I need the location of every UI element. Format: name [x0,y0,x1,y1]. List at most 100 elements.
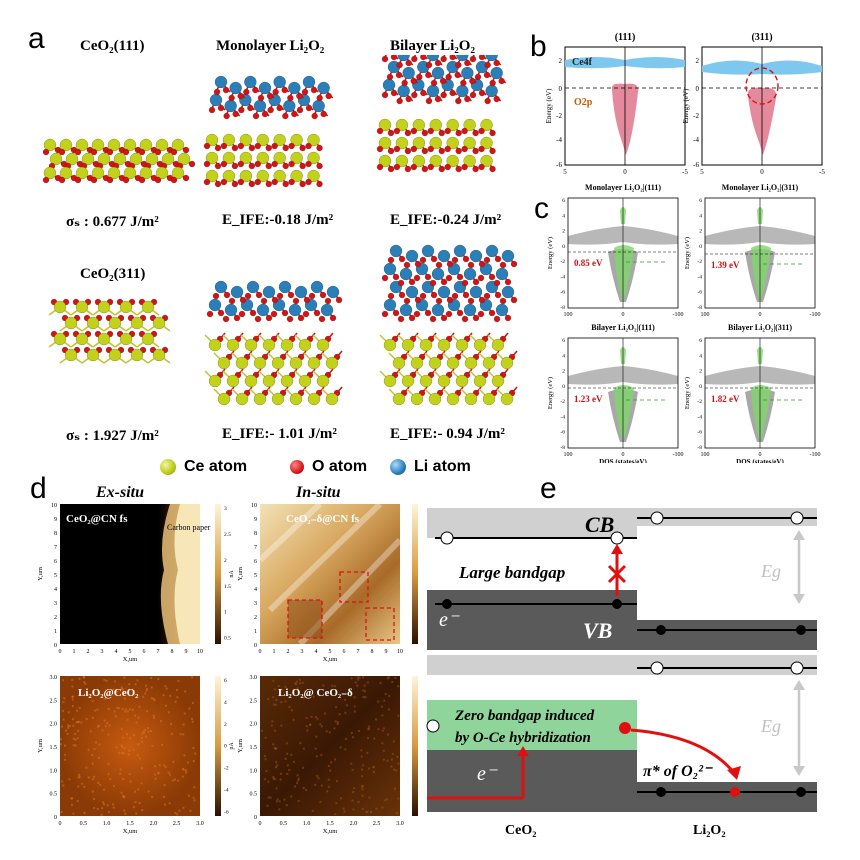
ce-atom [480,118,493,132]
li-atom [397,55,410,62]
afm-ytick: 1.5 [250,745,258,751]
li2o2-bottom-label: Li₂O₂ [693,823,726,838]
o-atom [461,315,469,323]
ce-atom [59,138,73,152]
o-atom [461,145,468,153]
c-ytick: 4 [562,353,565,359]
afm-xtick: 2 [87,649,90,655]
c-ytick: 6 [699,198,702,204]
o-atom [301,88,309,96]
o-atom [254,178,262,186]
c-xtick: 0 [622,452,625,458]
li-atom [382,78,396,92]
ce-atom [155,166,169,180]
afm-ytick: 8 [254,531,257,537]
o-atom [281,309,289,317]
o-atom [249,309,257,317]
li-atom [426,55,440,62]
zero-gap-line2: by O-Ce hybridization [455,730,591,746]
ce-atom [298,374,312,388]
c-ytick: 0 [699,384,702,390]
o-atom [424,273,432,281]
o-atom [42,148,50,156]
afm-axes-2: 012345678910109876543210X,umY,um38.53837… [237,503,403,663]
o-atom [74,176,82,184]
o-atom [122,176,130,184]
afm-xtick: 0 [59,649,62,655]
o-atom [483,292,491,300]
o-atom [387,256,395,264]
o-atom [276,292,284,300]
c-xtick: -100 [810,452,821,458]
afm-ylabel: Y,um [237,567,244,581]
ce-atom [307,133,320,147]
b1-ytick: -2 [556,112,562,120]
o-atom [396,97,403,105]
li-atom [463,303,477,317]
ce-atom [161,152,175,166]
o-atom [288,160,295,168]
ce-atom [141,332,155,346]
ce-atom [463,136,476,150]
li-atom [469,249,483,263]
o-atom [282,144,289,152]
ce-atom [455,374,469,388]
c-ylabel: Energy (eV) [684,237,691,269]
c-ytick: -6 [697,430,702,436]
o-atom [248,144,256,152]
afm-label-3: Li₂O₂@CeO₂ [78,687,139,699]
vb-label: VB [583,618,612,643]
afm-ytick: 0.5 [50,792,58,798]
afm-xtick: 1.0 [103,821,111,827]
li-atom [399,303,413,317]
ce-atom [244,374,258,388]
ce-atom [271,392,285,406]
o-atom [472,314,480,322]
ce-atom [273,169,286,183]
li-atom [312,99,325,113]
o-atom [170,176,178,184]
ce-atom [113,152,127,166]
panel-label-b: b [530,30,547,63]
o-atom [220,178,228,186]
pi-star-label: π* of O₂²⁻ [643,763,713,780]
ce-atom [383,338,397,352]
o-atom [424,309,432,317]
afm-xtick: 5 [329,649,332,655]
o-atom [484,97,491,105]
ce-atom [119,300,133,314]
o-atom [494,255,502,263]
ce-atom [307,392,321,406]
li-atom [253,99,267,113]
ce-atom [378,136,392,150]
ce-atom [383,374,397,388]
afm-ytick: 10 [51,503,57,509]
ylabel-b1: Energy (eV) [545,88,553,123]
o-atom [439,77,447,85]
c-ytick: 0 [699,244,702,250]
ylabel-b2: Energy (eV) [682,88,690,123]
ce-atom [205,133,219,147]
c-ytick: 4 [562,213,565,219]
afm-label-2: CeO₂₋δ@CN fs [286,513,360,525]
ce-atom [239,133,253,147]
afm-ytick: 3.0 [250,675,258,681]
li-atom [485,55,498,62]
o-atom [445,73,452,81]
o-atom [58,176,66,184]
o-atom [489,147,496,155]
li-atom [262,285,276,299]
c-xtick: 0 [759,452,762,458]
o-atom [237,92,244,100]
afm-xtick: 1.5 [326,821,334,827]
b1-ytick: 2 [559,57,563,65]
afm-xtick: 3 [301,649,304,655]
o-atom [243,88,250,96]
ce-atom [64,316,78,330]
o-atom [271,160,278,168]
o-atom [260,297,268,305]
o-atom [42,176,50,184]
o-atom [311,112,318,120]
li-atom [294,285,308,299]
o-atom [265,314,273,322]
